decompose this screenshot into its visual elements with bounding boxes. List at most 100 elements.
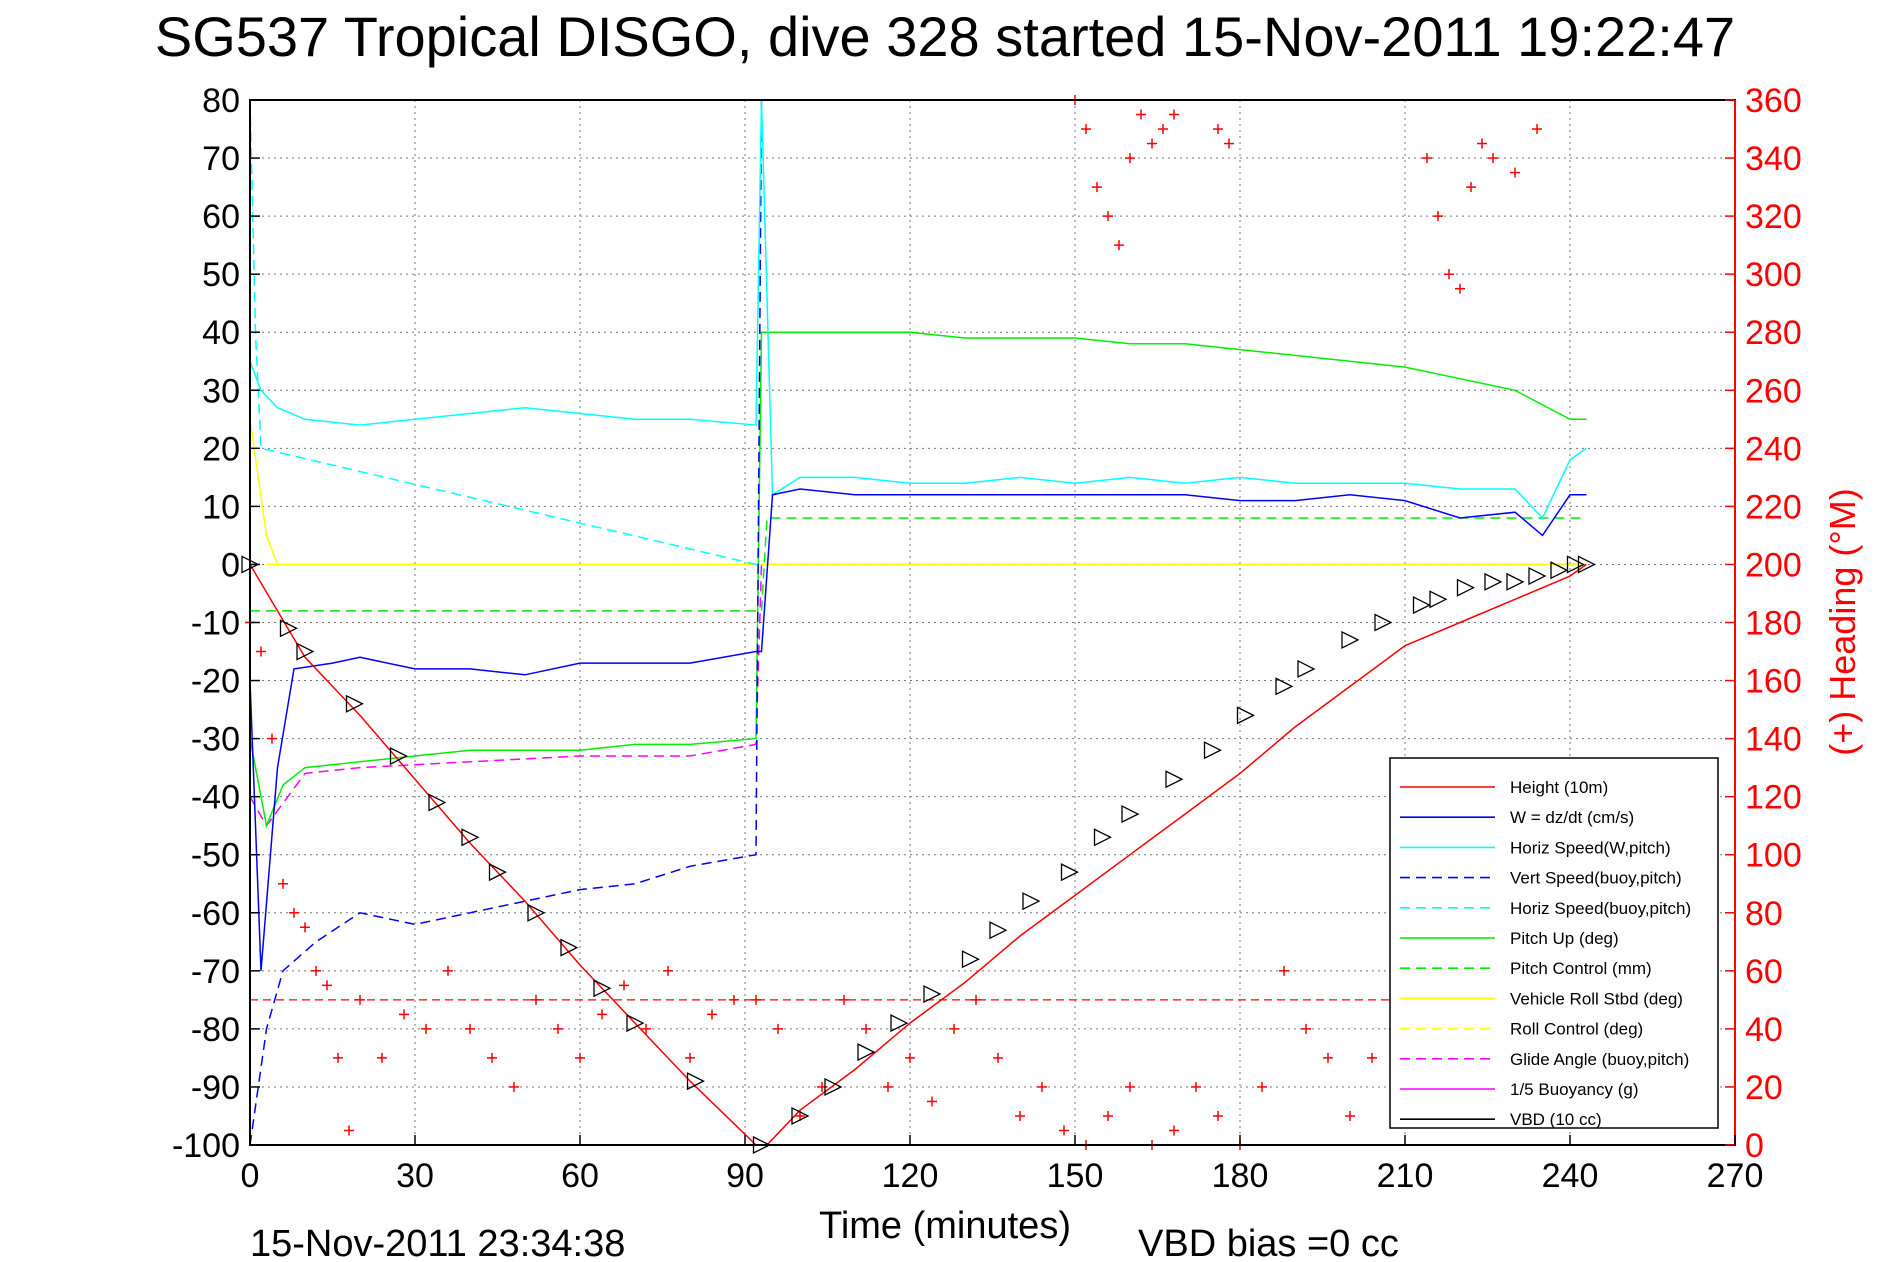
heading-point-upper — [1147, 138, 1157, 149]
left-axis-ticks: 80 70 60 50 40 30 20 10 0 -10 -20 -30 -40 -50 -60 -70 -8… — [172, 82, 260, 1165]
height-marker — [279, 619, 298, 638]
x-tick-label: 240 — [1542, 1157, 1599, 1195]
heading-point — [839, 994, 849, 1005]
heading-point — [1367, 1052, 1377, 1063]
heading-point-upper — [1224, 138, 1234, 149]
height-marker — [1550, 561, 1569, 580]
height-marker — [296, 642, 315, 661]
heading-point — [509, 1081, 519, 1092]
y-tick-label: 60 — [202, 198, 240, 236]
height-marker — [1577, 555, 1596, 574]
series-line-3 — [249, 99, 763, 1146]
heading-point-upper — [1081, 124, 1091, 135]
y2-tick-label: 160 — [1745, 663, 1802, 701]
y2-tick-label: 340 — [1745, 140, 1802, 178]
heading-point-upper — [1422, 153, 1432, 164]
y2-tick-label: 40 — [1745, 1011, 1783, 1049]
heading-point — [993, 1052, 1003, 1063]
heading-point — [311, 965, 321, 976]
height-marker — [824, 1077, 843, 1096]
heading-point-upper — [1444, 269, 1454, 280]
height-marker — [527, 903, 546, 922]
vbd-bias-footer: VBD bias =0 cc — [1138, 1223, 1399, 1262]
legend-label: Pitch Up (deg) — [1510, 929, 1619, 948]
height-marker — [1528, 567, 1547, 586]
y2-tick-label: 360 — [1745, 82, 1802, 120]
heading-point-upper — [1125, 153, 1135, 164]
x-tick-label: 180 — [1212, 1157, 1269, 1195]
heading-point — [619, 980, 629, 991]
height-marker — [593, 979, 612, 998]
heading-point — [949, 1023, 959, 1034]
heading-point — [751, 994, 761, 1005]
heading-point — [905, 1052, 915, 1063]
heading-point — [1257, 1081, 1267, 1092]
y2-tick-label: 220 — [1745, 488, 1802, 526]
heading-point — [1323, 1052, 1333, 1063]
heading-point — [729, 994, 739, 1005]
heading-point — [663, 965, 673, 976]
y2-tick-label: 20 — [1745, 1069, 1783, 1107]
height-marker — [1121, 805, 1140, 824]
heading-point-upper — [1510, 167, 1520, 178]
legend-label: Glide Angle (buoy,pitch) — [1510, 1050, 1689, 1069]
heading-point-upper — [1092, 182, 1102, 193]
y-tick-label: -30 — [191, 721, 240, 759]
heading-point — [1191, 1081, 1201, 1092]
y-tick-label: -20 — [191, 663, 240, 701]
height-marker — [890, 1014, 909, 1033]
x-tick-label: 270 — [1707, 1157, 1764, 1195]
y2-tick-label: 60 — [1745, 953, 1783, 991]
x-tick-label: 210 — [1377, 1157, 1434, 1195]
height-marker — [961, 950, 980, 969]
y-tick-label: -100 — [172, 1127, 240, 1165]
heading-point — [278, 878, 288, 889]
heading-point — [256, 646, 266, 657]
x-tick-label: 30 — [396, 1157, 434, 1195]
legend-label: Height (10m) — [1510, 778, 1608, 797]
heading-point-upper — [1532, 124, 1542, 135]
heading-point — [487, 1052, 497, 1063]
height-marker — [461, 828, 480, 847]
heading-point — [344, 1125, 354, 1136]
y-tick-label: 50 — [202, 256, 240, 294]
series-line-2 — [249, 99, 1587, 520]
series-line-1 — [249, 488, 1587, 971]
x-tick-label: 0 — [241, 1157, 260, 1195]
y-tick-label: 0 — [221, 546, 240, 584]
heading-point — [465, 1023, 475, 1034]
y-tick-label: 20 — [202, 430, 240, 468]
height-marker — [686, 1072, 705, 1091]
height-marker — [1022, 892, 1041, 911]
height-marker — [488, 863, 507, 882]
heading-point — [300, 922, 310, 933]
legend: Height (10m) W = dz/dt (cm/s) Horiz Speed(… — [1389, 757, 1719, 1129]
heading-point — [1213, 1110, 1223, 1121]
heading-point — [443, 965, 453, 976]
heading-point — [641, 1023, 651, 1034]
y2-tick-label: 0 — [1745, 1127, 1764, 1165]
height-marker — [1275, 677, 1294, 696]
height-marker — [389, 746, 408, 766]
height-marker — [1566, 555, 1585, 574]
heading-point — [1059, 1125, 1069, 1136]
heading-point — [267, 733, 277, 744]
y-tick-label: -90 — [191, 1069, 240, 1107]
legend-label: Horiz Speed(buoy,pitch) — [1510, 899, 1691, 918]
y-tick-label: 30 — [202, 372, 240, 410]
height-marker — [1506, 572, 1525, 591]
heading-point-upper — [1488, 153, 1498, 164]
heading-point — [531, 994, 541, 1005]
y-tick-label: 80 — [202, 82, 240, 120]
height-marker-layer — [241, 555, 1596, 1155]
heading-point — [1125, 1081, 1135, 1092]
series-line-6 — [250, 517, 1587, 612]
chart-title: SG537 Tropical DISGO, dive 328 started 1… — [155, 5, 1735, 68]
y-tick-label: -50 — [191, 837, 240, 875]
y2-tick-label: 300 — [1745, 256, 1802, 294]
y2-tick-label: 320 — [1745, 198, 1802, 236]
height-marker — [1165, 770, 1184, 789]
legend-label: W = dz/dt (cm/s) — [1510, 808, 1634, 827]
heading-point-upper — [1136, 109, 1146, 120]
height-marker — [791, 1106, 810, 1126]
